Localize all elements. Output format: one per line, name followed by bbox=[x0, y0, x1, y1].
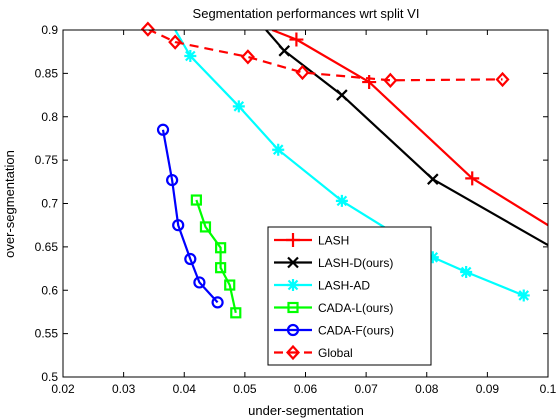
y-tick-label: 0.7 bbox=[41, 197, 58, 211]
legend-label-lash-d-ours: LASH-D(ours) bbox=[318, 256, 393, 270]
legend-marker-lash-ad bbox=[287, 279, 299, 291]
y-tick-label: 0.8 bbox=[41, 110, 58, 124]
marker-layer bbox=[140, 21, 530, 319]
legend-marker-lash bbox=[286, 233, 300, 247]
data-point-lash bbox=[362, 75, 377, 90]
legend-marker-cada-l-ours bbox=[287, 301, 299, 314]
data-point-cada-l-ours bbox=[190, 194, 202, 206]
data-point-lash-ad bbox=[184, 50, 197, 63]
x-tick-label: 0.06 bbox=[294, 382, 318, 396]
legend-box bbox=[267, 226, 432, 366]
chart-title: Segmentation performances wrt split VI bbox=[193, 6, 420, 21]
series-line-lash-ad bbox=[174, 30, 525, 297]
legend-label-global: Global bbox=[318, 346, 353, 360]
x-tick-label: 0.09 bbox=[476, 382, 500, 396]
data-point-cada-l-ours bbox=[215, 262, 227, 274]
data-point-cada-f-ours bbox=[211, 296, 224, 309]
data-point-lash-d-ours bbox=[427, 173, 439, 185]
y-tick-label: 0.9 bbox=[41, 23, 58, 37]
data-point-cada-l-ours bbox=[224, 279, 236, 291]
data-point-cada-f-ours bbox=[172, 219, 185, 232]
data-point-cada-l-ours bbox=[199, 221, 212, 233]
y-tick-label: 0.55 bbox=[35, 327, 59, 341]
legend-label-lash: LASH bbox=[318, 234, 349, 248]
legend-label-cada-f-ours: CADA-F(ours) bbox=[318, 324, 394, 338]
x-axis-label: under-segmentation bbox=[248, 403, 364, 418]
data-point-global bbox=[383, 72, 398, 88]
legend-marker-cada-f-ours bbox=[286, 323, 300, 337]
y-tick-label: 0.75 bbox=[35, 153, 59, 167]
y-tick-label: 0.65 bbox=[35, 240, 59, 254]
y-tick-label: 0.85 bbox=[35, 66, 59, 80]
data-point-lash-ad bbox=[335, 194, 348, 207]
x-tick-label: 0.07 bbox=[354, 382, 378, 396]
data-point-lash-ad bbox=[517, 289, 530, 302]
data-point-global bbox=[295, 64, 310, 81]
data-point-global bbox=[168, 34, 183, 50]
legend-marker-lash-d-ours bbox=[287, 256, 299, 269]
axes-layer: 0.02 0.03 0.04 0.05 0.06 0.07 0.08 0.09 0.1 0.5 0.… bbox=[35, 23, 557, 396]
y-axis-label: over-segmentation bbox=[2, 150, 17, 258]
data-point-lash-ad bbox=[272, 143, 285, 156]
legend-label-cada-l-ours: CADA-L(ours) bbox=[318, 301, 393, 315]
data-point-cada-f-ours bbox=[166, 173, 179, 187]
data-point-cada-f-ours bbox=[193, 276, 206, 289]
legend-marker-global bbox=[286, 344, 300, 361]
x-tick-label: 0.1 bbox=[540, 382, 557, 396]
data-point-cada-l-ours bbox=[215, 242, 227, 254]
x-tick-label: 0.05 bbox=[233, 382, 257, 396]
data-point-global bbox=[140, 21, 155, 37]
y-tick-label: 0.5 bbox=[41, 370, 58, 384]
x-tick-label: 0.08 bbox=[415, 382, 439, 396]
y-tick-label: 0.6 bbox=[41, 283, 58, 297]
data-point-cada-f-ours bbox=[156, 123, 170, 136]
data-point-global bbox=[240, 49, 255, 65]
data-point-lash bbox=[465, 171, 480, 186]
x-tick-label: 0.04 bbox=[173, 382, 197, 396]
data-point-cada-f-ours bbox=[184, 252, 197, 266]
data-point-lash bbox=[289, 32, 304, 47]
data-point-lash-ad bbox=[232, 100, 245, 113]
data-point-cada-l-ours bbox=[230, 307, 242, 319]
legend-label-lash-ad: LASH-AD bbox=[318, 279, 370, 293]
data-point-lash-d-ours bbox=[336, 89, 348, 101]
legend: LASH LASH-D(ours) LASH-AD CADA-L(ours) CADA-… bbox=[267, 226, 432, 366]
data-point-lash-ad bbox=[460, 266, 473, 279]
data-point-lash-ad bbox=[426, 251, 439, 264]
data-point-lash-d-ours bbox=[278, 45, 291, 57]
data-point-global bbox=[495, 71, 510, 88]
x-tick-label: 0.02 bbox=[51, 382, 75, 396]
x-tick-label: 0.03 bbox=[112, 382, 136, 396]
